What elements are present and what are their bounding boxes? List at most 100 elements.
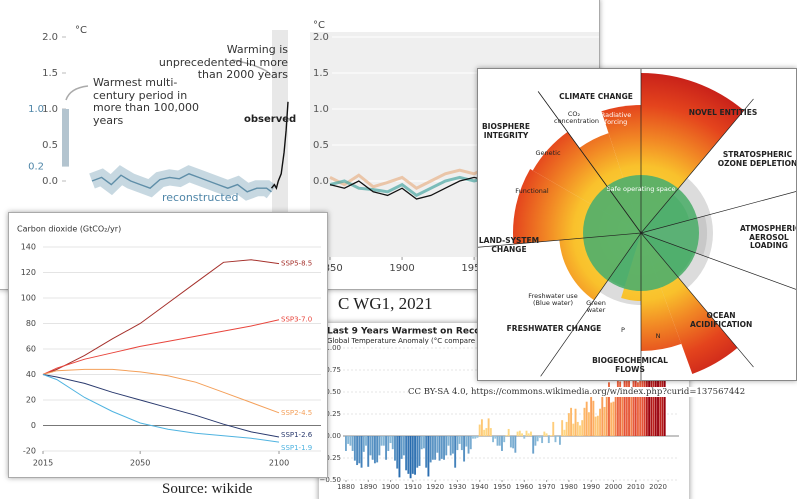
bar [534, 436, 536, 446]
sub-label: CO₂ concentration [554, 111, 594, 126]
bar [548, 436, 550, 443]
bar [376, 436, 378, 462]
bar [590, 396, 592, 436]
bar [526, 431, 528, 436]
segment-label: BIOSPHERE INTEGRITY [480, 123, 532, 140]
x-tick-label: 1960 [515, 483, 533, 491]
bar [398, 436, 400, 477]
x-tick-label: 2050 [130, 459, 150, 468]
bar [421, 436, 423, 449]
annotation: observed [244, 114, 296, 126]
bar [412, 436, 414, 474]
series-line [43, 260, 279, 375]
bar [579, 425, 581, 436]
source-caption: Source: wikide [162, 481, 252, 498]
bar [510, 436, 512, 447]
x-tick-label: 1880 [337, 483, 355, 491]
segment-label: ATMOSPHERIC AEROSOL LOADING [740, 225, 797, 251]
bar [537, 436, 539, 441]
bar [546, 433, 548, 436]
x-tick-label: 1980 [560, 483, 578, 491]
sub-label: Green water [582, 300, 610, 315]
bar [434, 436, 436, 460]
bar [599, 409, 601, 436]
x-tick-label: 2010 [627, 483, 645, 491]
segment-label: STRATOSPHERIC OZONE DEPLETION [710, 151, 797, 168]
bar [581, 420, 583, 436]
bar [530, 432, 532, 436]
bar [352, 436, 354, 451]
bar [378, 436, 380, 455]
y-tick-label: 2.0 [313, 32, 329, 43]
bar [392, 436, 394, 449]
bar [394, 436, 396, 461]
bar [439, 436, 441, 461]
bar [523, 436, 525, 439]
bar [347, 436, 349, 444]
bar [423, 436, 425, 448]
bar [479, 425, 481, 436]
bar [490, 428, 492, 436]
bar [485, 428, 487, 436]
bar [445, 436, 447, 455]
bar [459, 436, 461, 444]
segment-label: CLIMATE CHANGE [556, 93, 636, 102]
bar [345, 436, 347, 451]
x-tick-label: 2020 [649, 483, 667, 491]
bar [468, 436, 470, 454]
bar [358, 436, 360, 463]
co2-chart: Carbon dioxide (GtCO₂/yr)-20020406080100… [9, 213, 328, 478]
bar [519, 431, 521, 436]
bar [370, 436, 372, 455]
co2-figure: Carbon dioxide (GtCO₂/yr)-20020406080100… [8, 212, 328, 478]
bar [557, 436, 559, 437]
range-bar [62, 109, 69, 167]
sub-label: Functional [512, 188, 552, 195]
sub-label: N [653, 333, 663, 340]
x-tick-label: 1990 [582, 483, 600, 491]
bar [532, 436, 534, 454]
bar [354, 436, 356, 461]
bar [512, 436, 514, 448]
figure-caption: C WG1, 2021 [338, 294, 433, 314]
bar [595, 417, 597, 436]
bar [363, 436, 365, 452]
bar [452, 436, 454, 454]
bar [390, 436, 392, 443]
bar [539, 436, 541, 438]
bar [361, 436, 363, 468]
x-tick-label: 1900 [389, 263, 414, 274]
license-caption: CC BY-SA 4.0, https://commons.wikimedia.… [408, 387, 745, 397]
bar [356, 436, 358, 465]
bar [410, 436, 412, 478]
y-tick-label: 0.0 [42, 176, 58, 187]
bar [385, 436, 387, 460]
range-label: 1.0 [28, 104, 44, 115]
segment-label: LAND-SYSTEM CHANGE [478, 237, 540, 254]
bar [416, 436, 418, 468]
bar [568, 413, 570, 436]
x-tick-label: 2000 [605, 483, 623, 491]
bar [488, 418, 490, 436]
bar [461, 436, 463, 450]
x-tick-label: 1940 [471, 483, 489, 491]
series-label: SSP1-2.6 [281, 431, 313, 439]
bar [365, 436, 367, 446]
bar [387, 436, 389, 451]
bar [448, 436, 450, 446]
bar [592, 401, 594, 436]
segment-label: OCEAN ACIDIFICATION [690, 312, 752, 329]
range-label: 0.2 [28, 162, 44, 173]
chart-title: Last 9 Years Warmest on Record [327, 327, 491, 337]
bar [427, 436, 429, 476]
y-tick-label: 1.5 [313, 68, 329, 79]
x-tick-label: 1910 [404, 483, 422, 491]
bar [383, 436, 385, 446]
y-tick-label: 1.0 [313, 104, 329, 115]
bar [381, 436, 383, 446]
y-tick-label: 100 [21, 294, 36, 303]
bar [349, 436, 351, 446]
y-tick-label: 1.5 [42, 68, 58, 79]
bar [401, 436, 403, 459]
segment-label: NOVEL ENTITIES [678, 109, 768, 118]
